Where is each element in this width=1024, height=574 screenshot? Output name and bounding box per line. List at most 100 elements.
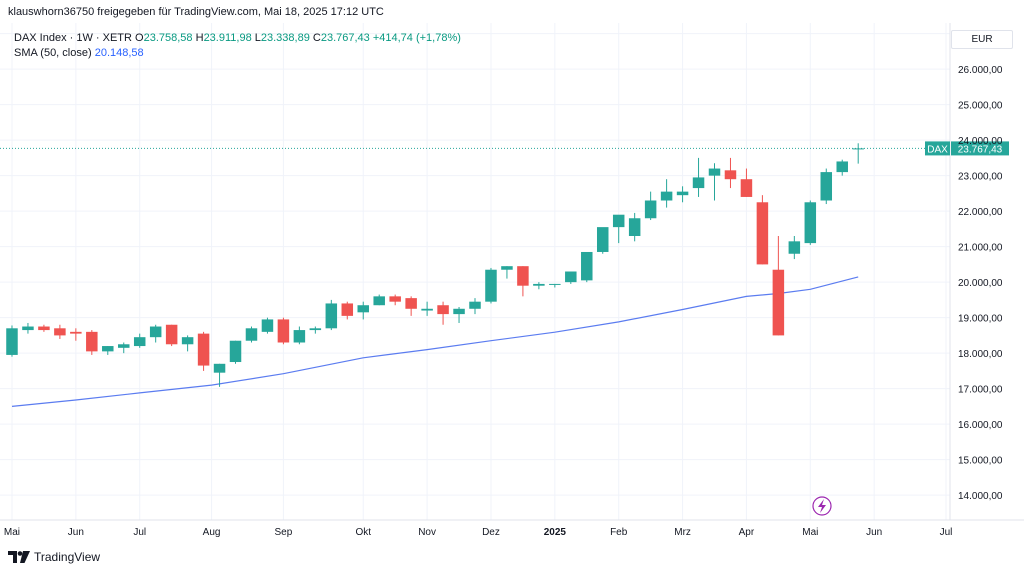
candle[interactable] xyxy=(277,317,290,345)
candle[interactable] xyxy=(22,322,34,334)
candle[interactable] xyxy=(756,195,769,265)
currency-button[interactable]: EUR xyxy=(951,30,1013,49)
chart-legend: DAX Index · 1W · XETR O23.758,58 H23.911… xyxy=(14,31,461,61)
candle[interactable] xyxy=(469,298,481,315)
candle[interactable] xyxy=(612,214,625,244)
low-value: 23.338,89 xyxy=(260,32,310,44)
candle[interactable] xyxy=(86,330,98,355)
candle[interactable] xyxy=(660,179,673,208)
y-tick-label: 21.000,00 xyxy=(958,243,1003,254)
candle[interactable] xyxy=(852,143,864,164)
tradingview-logo[interactable]: TradingView xyxy=(8,550,100,564)
candle[interactable] xyxy=(181,335,194,352)
candle-body xyxy=(421,308,433,311)
candle[interactable] xyxy=(213,363,226,387)
candle[interactable] xyxy=(581,251,593,283)
ohlc-legend-row[interactable]: DAX Index · 1W · XETR O23.758,58 H23.911… xyxy=(14,31,461,46)
x-tick-label: Sep xyxy=(275,527,293,538)
candle[interactable] xyxy=(133,333,146,348)
candle[interactable] xyxy=(6,325,18,357)
candle[interactable] xyxy=(325,299,338,331)
tradingview-logo-icon xyxy=(8,551,30,563)
candle[interactable] xyxy=(708,163,721,201)
candle[interactable] xyxy=(309,326,322,334)
candle[interactable] xyxy=(437,301,449,325)
candle[interactable] xyxy=(804,200,817,245)
candle[interactable] xyxy=(740,168,753,197)
lightning-icon[interactable] xyxy=(812,496,832,516)
candle[interactable] xyxy=(820,168,833,205)
candle-body xyxy=(102,346,114,352)
candle[interactable] xyxy=(70,328,82,341)
candle[interactable] xyxy=(245,326,258,343)
change-value: +414,74 (+1,78%) xyxy=(372,32,461,44)
x-tick-label: Jul xyxy=(133,527,146,538)
candle[interactable] xyxy=(38,324,50,332)
candle-body xyxy=(389,296,401,302)
candle[interactable] xyxy=(501,266,513,279)
last-price-line-layer: DAX 23.767,43 xyxy=(0,141,1009,156)
candle[interactable] xyxy=(421,301,433,316)
candle[interactable] xyxy=(54,324,66,339)
grid xyxy=(0,23,950,520)
candle-body xyxy=(565,271,577,283)
candle-body xyxy=(501,266,513,270)
candle-body xyxy=(181,337,194,345)
candle[interactable] xyxy=(149,324,162,343)
candle[interactable] xyxy=(341,301,354,320)
candle[interactable] xyxy=(692,157,705,197)
candle[interactable] xyxy=(565,271,577,284)
candle[interactable] xyxy=(596,227,609,254)
sma-50-line xyxy=(11,276,859,407)
candle[interactable] xyxy=(517,266,529,297)
candle[interactable] xyxy=(261,317,274,334)
candle[interactable] xyxy=(165,324,178,347)
candle-body xyxy=(469,301,481,309)
candle[interactable] xyxy=(453,307,465,323)
candle-body xyxy=(277,319,290,343)
candle[interactable] xyxy=(644,191,657,221)
y-tick-label: 20.000,00 xyxy=(958,278,1003,289)
candle-body xyxy=(628,218,641,236)
candle[interactable] xyxy=(788,236,801,260)
candle[interactable] xyxy=(533,282,545,290)
high-value: 23.911,98 xyxy=(203,32,252,44)
open-label: O xyxy=(135,32,144,44)
candle-body xyxy=(772,269,785,336)
y-tick-label: 17.000,00 xyxy=(958,385,1003,396)
candle[interactable] xyxy=(229,340,242,364)
candle[interactable] xyxy=(676,186,689,203)
candle-body xyxy=(149,326,162,338)
candle[interactable] xyxy=(485,267,497,304)
candle[interactable] xyxy=(102,346,114,355)
x-tick-label: Mrz xyxy=(674,527,691,538)
candle-body xyxy=(660,191,673,201)
candle[interactable] xyxy=(389,294,401,306)
candle[interactable] xyxy=(373,294,385,306)
candle[interactable] xyxy=(357,301,369,320)
candle[interactable] xyxy=(197,331,210,371)
price-axis: 27.000,0026.000,0025.000,0024.000,0023.0… xyxy=(958,30,1003,502)
candle[interactable] xyxy=(293,326,306,345)
y-tick-label: 24.000,00 xyxy=(958,136,1003,147)
candle[interactable] xyxy=(724,157,737,189)
symbol-title: DAX Index · 1W · XETR xyxy=(14,32,132,44)
sma-legend-row[interactable]: SMA (50, close) 20.148,58 xyxy=(14,46,461,61)
y-tick-label: 26.000,00 xyxy=(958,65,1003,76)
candle[interactable] xyxy=(405,296,417,316)
candle[interactable] xyxy=(836,159,848,176)
candle[interactable] xyxy=(118,342,130,354)
shared-by-header: klauswhorn36750 freigegeben für TradingV… xyxy=(8,6,384,18)
candle[interactable] xyxy=(549,283,561,288)
candle-body xyxy=(373,296,385,306)
candle[interactable] xyxy=(772,236,785,336)
candle-body xyxy=(820,172,833,201)
candle-body xyxy=(724,170,737,180)
candle[interactable] xyxy=(628,212,641,242)
x-tick-label: Dez xyxy=(482,527,500,538)
last-price-value: 23.767,43 xyxy=(958,144,1003,155)
close-value: 23.767,43 xyxy=(320,32,370,44)
x-tick-label: 2025 xyxy=(544,527,567,538)
candle-body xyxy=(596,227,609,252)
